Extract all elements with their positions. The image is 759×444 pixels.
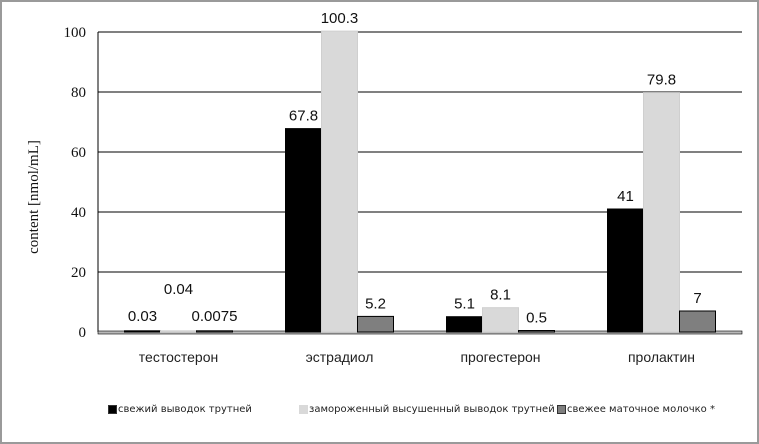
bar — [321, 30, 358, 333]
data-labels: 0.03 0.04 0.0075 67.8 100.3 5.2 5.1 8.1 0.5 41 79.… — [128, 10, 702, 326]
y-axis-title: content [nmol/mL] — [26, 140, 42, 254]
bar — [446, 316, 483, 333]
legend-swatch-black — [108, 405, 117, 414]
bar — [285, 128, 322, 333]
axes — [97, 32, 743, 335]
x-axis-floor — [97, 330, 743, 335]
legend-item-fresh-drone-brood: свежий выводок трутней — [108, 404, 252, 415]
category-label: пролактин — [628, 349, 695, 365]
y-tick-label: 40 — [71, 205, 86, 221]
y-tick-label: 80 — [71, 85, 86, 101]
legend-label: свежее маточное молочко * — [567, 404, 715, 415]
data-label: 8.1 — [490, 287, 511, 304]
category-label: тестостерон — [139, 349, 218, 365]
y-tick-labels: 0 20 40 60 80 100 — [64, 25, 87, 341]
category-label: прогестерон — [460, 349, 540, 365]
data-label: 7 — [693, 290, 701, 307]
bar — [482, 307, 519, 333]
legend-label: свежий выводок трутней — [118, 404, 252, 415]
bar — [196, 330, 233, 333]
data-label: 67.8 — [289, 108, 318, 125]
legend-item-freeze-dried-drone-brood: замороженный высушенный выводок трутней — [299, 404, 555, 415]
data-label: 0.5 — [526, 310, 547, 327]
legend-swatch-gray — [557, 405, 566, 414]
y-tick-label: 60 — [71, 145, 86, 161]
data-label: 100.3 — [321, 10, 359, 27]
legend-label: замороженный высушенный выводок трутней — [309, 404, 555, 415]
bar — [124, 330, 161, 333]
data-label: 79.8 — [647, 72, 676, 89]
legend-item-fresh-royal-jelly: свежее маточное молочко * — [557, 404, 715, 415]
bar — [357, 315, 394, 333]
data-label: 5.2 — [365, 295, 386, 312]
y-tick-label: 0 — [79, 325, 87, 341]
bar — [643, 92, 680, 333]
data-label: 0.0075 — [192, 308, 238, 325]
category-label: эстрадиол — [306, 349, 374, 365]
bar — [679, 310, 716, 333]
data-label: 5.1 — [454, 296, 475, 313]
y-tick-label: 20 — [71, 265, 86, 281]
bar — [607, 208, 644, 333]
data-label: 0.04 — [164, 281, 193, 298]
bar — [160, 330, 197, 333]
legend-swatch-lightgray — [299, 405, 308, 414]
data-label: 0.03 — [128, 308, 157, 325]
bars — [124, 30, 716, 333]
category-labels: тестостерон эстрадиол прогестерон пролактин — [139, 349, 695, 365]
y-tick-label: 100 — [64, 25, 87, 41]
bar — [518, 330, 555, 333]
data-label: 41 — [617, 188, 634, 205]
legend: свежий выводок трутней замороженный высу… — [2, 404, 759, 424]
